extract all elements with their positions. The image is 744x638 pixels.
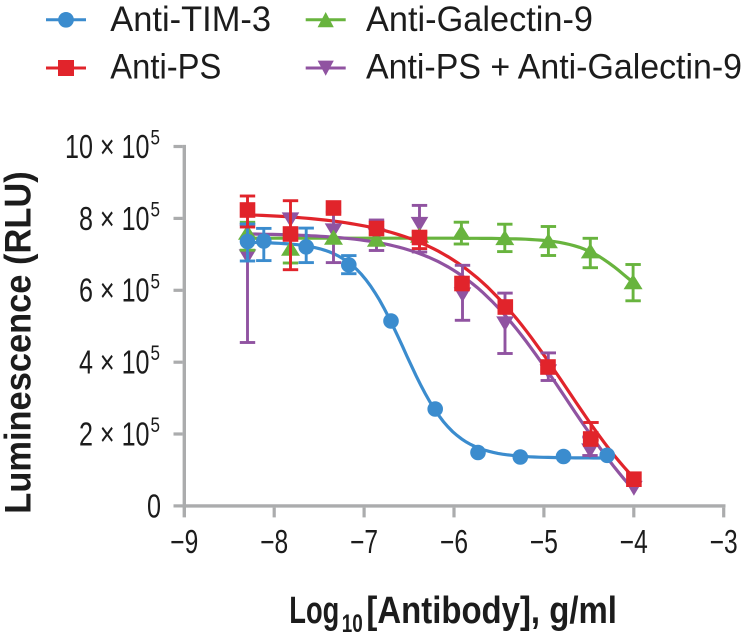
- svg-text:10 × 10: 10 × 10: [65, 128, 150, 165]
- svg-text:5: 5: [151, 198, 161, 221]
- svg-text:Anti-PS: Anti-PS: [110, 48, 221, 87]
- svg-text:−3: −3: [710, 523, 738, 560]
- svg-text:2 × 10: 2 × 10: [79, 415, 150, 452]
- svg-text:[Antibody], g/ml: [Antibody], g/ml: [366, 590, 617, 632]
- svg-text:4 × 10: 4 × 10: [79, 344, 150, 381]
- svg-text:6 × 10: 6 × 10: [79, 272, 150, 309]
- svg-text:−9: −9: [170, 523, 198, 560]
- svg-text:−4: −4: [620, 523, 648, 560]
- svg-text:−8: −8: [260, 523, 288, 560]
- svg-text:Anti-Galectin-9: Anti-Galectin-9: [366, 0, 593, 39]
- svg-text:5: 5: [151, 270, 161, 293]
- svg-text:Anti-PS + Anti-Galectin-9: Anti-PS + Anti-Galectin-9: [366, 48, 742, 87]
- svg-text:5: 5: [151, 414, 161, 437]
- svg-text:8 × 10: 8 × 10: [79, 200, 150, 237]
- svg-text:Luminescence (RLU): Luminescence (RLU): [0, 171, 39, 513]
- svg-text:0: 0: [147, 487, 161, 524]
- svg-text:Log: Log: [289, 590, 339, 632]
- svg-text:−5: −5: [530, 523, 558, 560]
- svg-text:−6: −6: [440, 523, 468, 560]
- svg-text:5: 5: [151, 127, 161, 150]
- svg-text:−7: −7: [350, 523, 378, 560]
- svg-text:5: 5: [151, 342, 161, 365]
- svg-text:Anti-TIM-3: Anti-TIM-3: [110, 0, 271, 39]
- svg-text:10: 10: [342, 610, 363, 638]
